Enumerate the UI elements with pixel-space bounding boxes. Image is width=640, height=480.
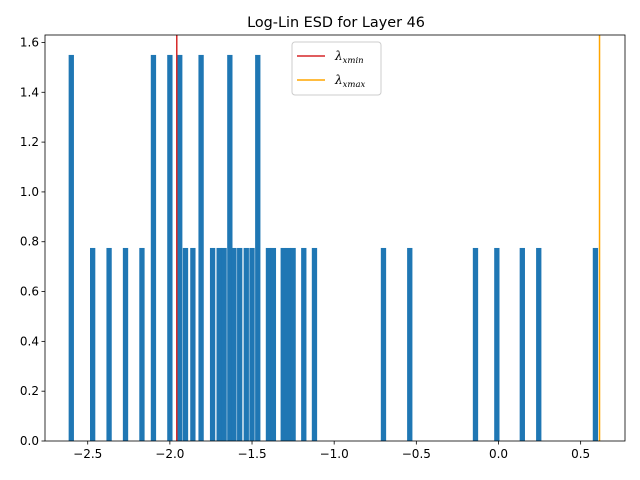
x-tick-label: 0.5 [571,447,590,461]
histogram-bar [227,54,233,442]
legend-label-xmax: λxmax [334,73,366,90]
histogram-bar [472,247,479,441]
histogram-bar [190,247,196,441]
histogram-bar [243,247,249,441]
histogram-bar [209,247,216,441]
histogram-bar [68,54,74,442]
histogram-bar [177,54,183,442]
histogram-bar [407,247,413,441]
bars-layer [68,54,599,442]
vlines-layer [176,35,601,441]
histogram-bar [198,54,204,442]
y-tick-label: 0.8 [20,235,39,249]
histogram-bar [122,247,129,441]
y-tick-label: 1.0 [20,185,39,199]
y-tick-label: 1.6 [20,35,39,49]
x-tick-label: 0.0 [489,447,508,461]
legend-label-xmin: λxmin [334,49,364,66]
histogram-bar [182,247,189,441]
histogram-bar [216,247,222,441]
x-tick-label: −2.5 [73,447,102,461]
plot-frame [44,34,626,442]
histogram-bar [221,247,227,441]
y-tick-label: 0.6 [20,285,39,299]
histogram-bar [249,247,255,441]
histogram-bar [380,247,387,441]
x-tick-label: −0.5 [402,447,431,461]
histogram-bar [519,247,525,441]
y-tick-label: 0.4 [20,334,39,348]
y-tick-label: 0.0 [20,434,39,448]
histogram-bar [280,247,286,441]
histogram-bar [285,247,291,441]
histogram-bar [592,247,599,441]
y-tick-label: 1.4 [20,85,39,99]
histogram-bar [255,54,261,442]
histogram-bar [270,247,277,441]
y-tick-label: 0.2 [20,384,39,398]
histogram-bar [265,247,272,441]
x-tick-label: −2.0 [155,447,184,461]
histogram-bar [494,247,500,441]
histogram-bar [106,247,112,441]
legend: λxmin λxmax [291,41,382,96]
x-tick-label: −1.5 [237,447,266,461]
histogram-bar [290,247,296,441]
x-tick-label: −1.0 [320,447,349,461]
histogram-bar [231,247,237,441]
histogram-bar [150,54,157,442]
histogram-bar [167,54,173,442]
histogram-bar [139,247,145,441]
axes: −2.5 −2.0 −1.5 −1.0 −0.5 0.0 0.5 0.0 0.2 0.4 0.6 0.… [20,34,626,461]
histogram-bar [237,247,243,441]
histogram-bar [536,247,542,441]
histogram-bar [311,247,318,441]
histogram-bar [301,247,307,441]
histogram-bar [90,247,96,441]
chart-title: Log-Lin ESD for Layer 46 [247,15,425,31]
y-tick-label: 1.2 [20,135,39,149]
